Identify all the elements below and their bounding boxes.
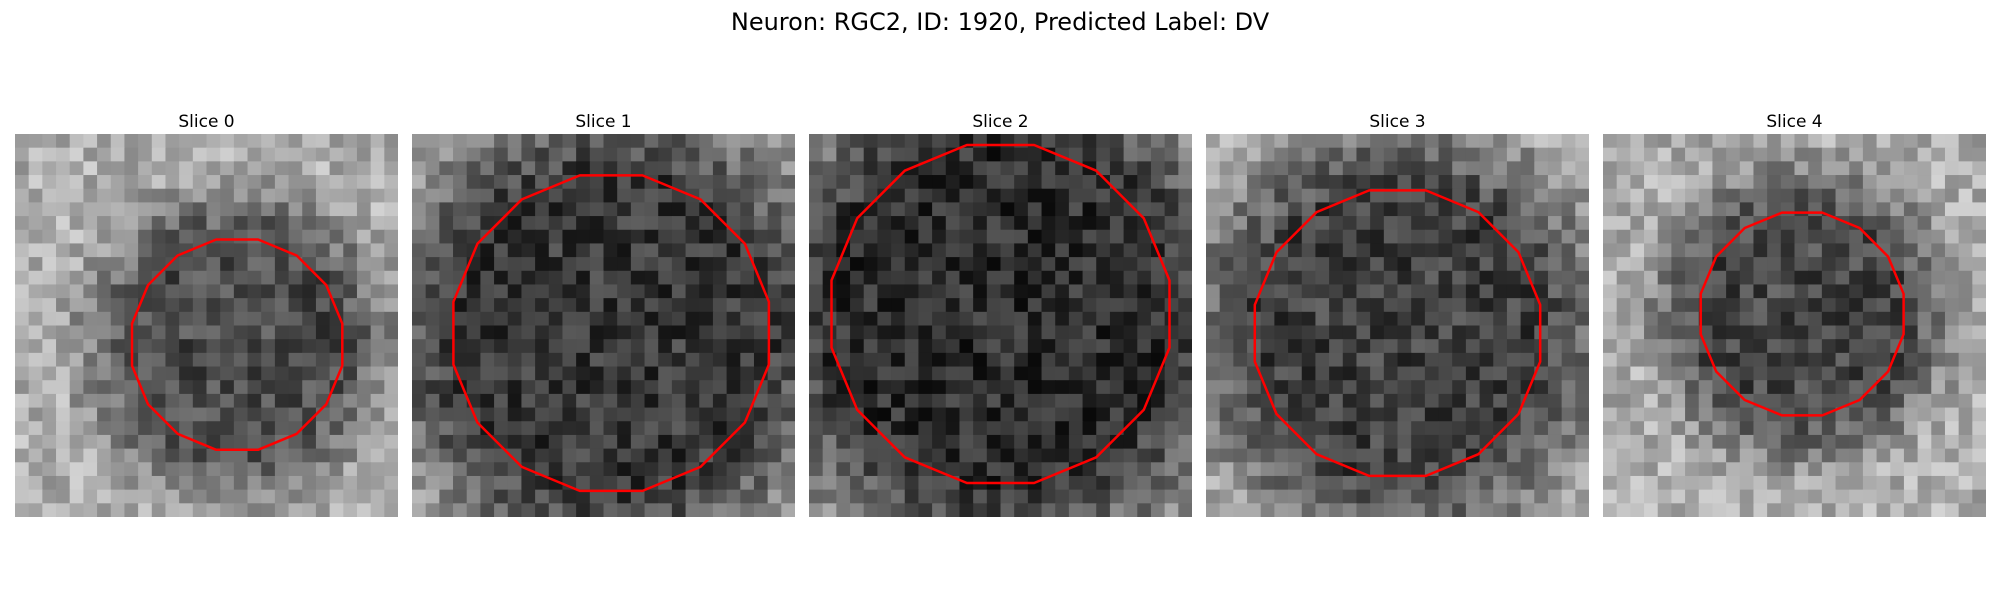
cell-outline-3 [1253, 189, 1542, 478]
slice-image-3 [1206, 134, 1589, 517]
slice-panel-2: Slice 2 [809, 110, 1192, 517]
slice-title-4: Slice 4 [1766, 112, 1823, 132]
cell-outline-0 [130, 238, 344, 452]
cell-outline-1 [452, 174, 771, 493]
slice-title-2: Slice 2 [972, 112, 1029, 132]
slice-image-0 [15, 134, 398, 517]
cell-outline-2 [830, 143, 1171, 485]
slice-panel-3: Slice 3 [1206, 110, 1589, 517]
slice-image-2 [809, 134, 1192, 517]
cell-outline-4 [1699, 211, 1905, 417]
figure-title: Neuron: RGC2, ID: 1920, Predicted Label:… [730, 8, 1270, 36]
slice-title-1: Slice 1 [575, 112, 632, 132]
slice-panel-0: Slice 0 [15, 110, 398, 517]
slice-panel-4: Slice 4 [1603, 110, 1986, 517]
slice-image-4 [1603, 134, 1986, 517]
slice-image-1 [412, 134, 795, 517]
slice-title-3: Slice 3 [1369, 112, 1426, 132]
slice-title-0: Slice 0 [178, 112, 235, 132]
slice-panel-1: Slice 1 [412, 110, 795, 517]
